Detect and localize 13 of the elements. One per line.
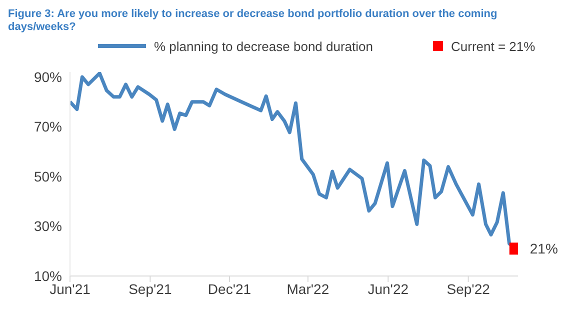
legend-label: Current = 21% xyxy=(451,38,536,54)
y-tick-label: 90% xyxy=(34,68,62,85)
data-label: 21% xyxy=(530,240,558,257)
x-tick-label: Jun'22 xyxy=(368,280,409,297)
x-tick-label: Sep'22 xyxy=(446,280,490,297)
y-tick-label: 50% xyxy=(34,168,62,184)
x-tick-label: Mar'22 xyxy=(286,280,330,297)
y-tick-label: 30% xyxy=(34,218,62,234)
y-tick-label: 70% xyxy=(34,118,62,135)
chart-title: Figure 3: Are you more likely to increase or decrease bond portfolio duration over the coming days/weeks? xyxy=(8,8,498,35)
x-tick-label: Sep'21 xyxy=(128,280,172,297)
legend-label: % planning to decrease bond duration xyxy=(154,38,373,54)
x-tick-label: Dec'21 xyxy=(208,280,252,297)
